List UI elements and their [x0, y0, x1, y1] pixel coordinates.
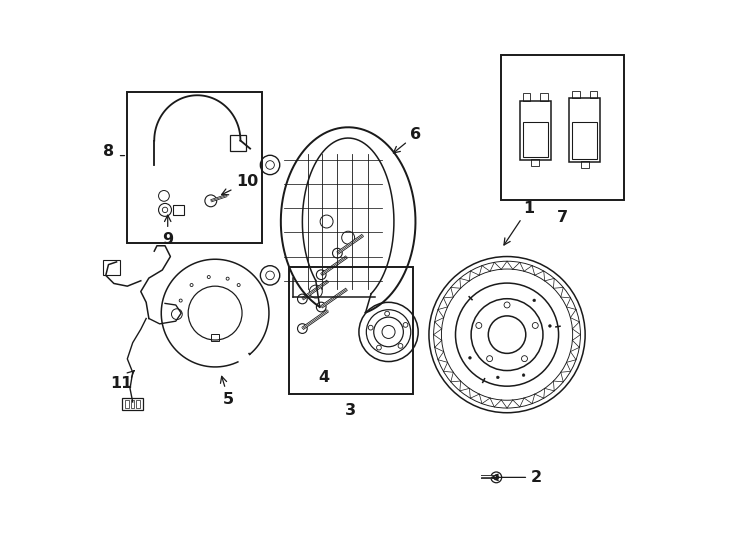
Circle shape [496, 376, 499, 379]
Bar [590, 91, 597, 98]
Bar [122, 398, 143, 410]
Circle shape [522, 374, 525, 376]
Bar [211, 334, 219, 341]
Text: 9: 9 [162, 215, 173, 247]
Bar [569, 98, 600, 162]
Text: 2: 2 [492, 470, 542, 485]
Bar [523, 93, 530, 100]
Circle shape [533, 299, 536, 302]
Bar [289, 267, 413, 394]
Bar [573, 91, 580, 98]
Bar [103, 260, 120, 275]
Bar [523, 122, 548, 157]
Bar [136, 400, 139, 408]
Text: 5: 5 [220, 376, 234, 407]
Bar [172, 205, 184, 215]
Text: 10: 10 [222, 174, 258, 195]
Bar [126, 400, 129, 408]
Bar [573, 122, 597, 159]
Bar [230, 135, 246, 151]
Circle shape [493, 475, 499, 480]
Bar [127, 92, 262, 243]
Circle shape [548, 325, 551, 327]
Text: 6: 6 [393, 127, 421, 153]
Bar [501, 55, 625, 200]
Text: 11: 11 [109, 370, 134, 390]
Text: 7: 7 [557, 210, 568, 225]
Bar [581, 161, 589, 168]
Text: 1: 1 [504, 200, 534, 245]
Bar [540, 93, 548, 100]
Text: 8: 8 [103, 144, 114, 159]
Text: 4: 4 [318, 370, 329, 385]
Bar [531, 159, 539, 166]
Bar [131, 400, 134, 408]
Text: 3: 3 [345, 403, 357, 418]
Circle shape [468, 356, 471, 359]
Bar [520, 100, 551, 160]
